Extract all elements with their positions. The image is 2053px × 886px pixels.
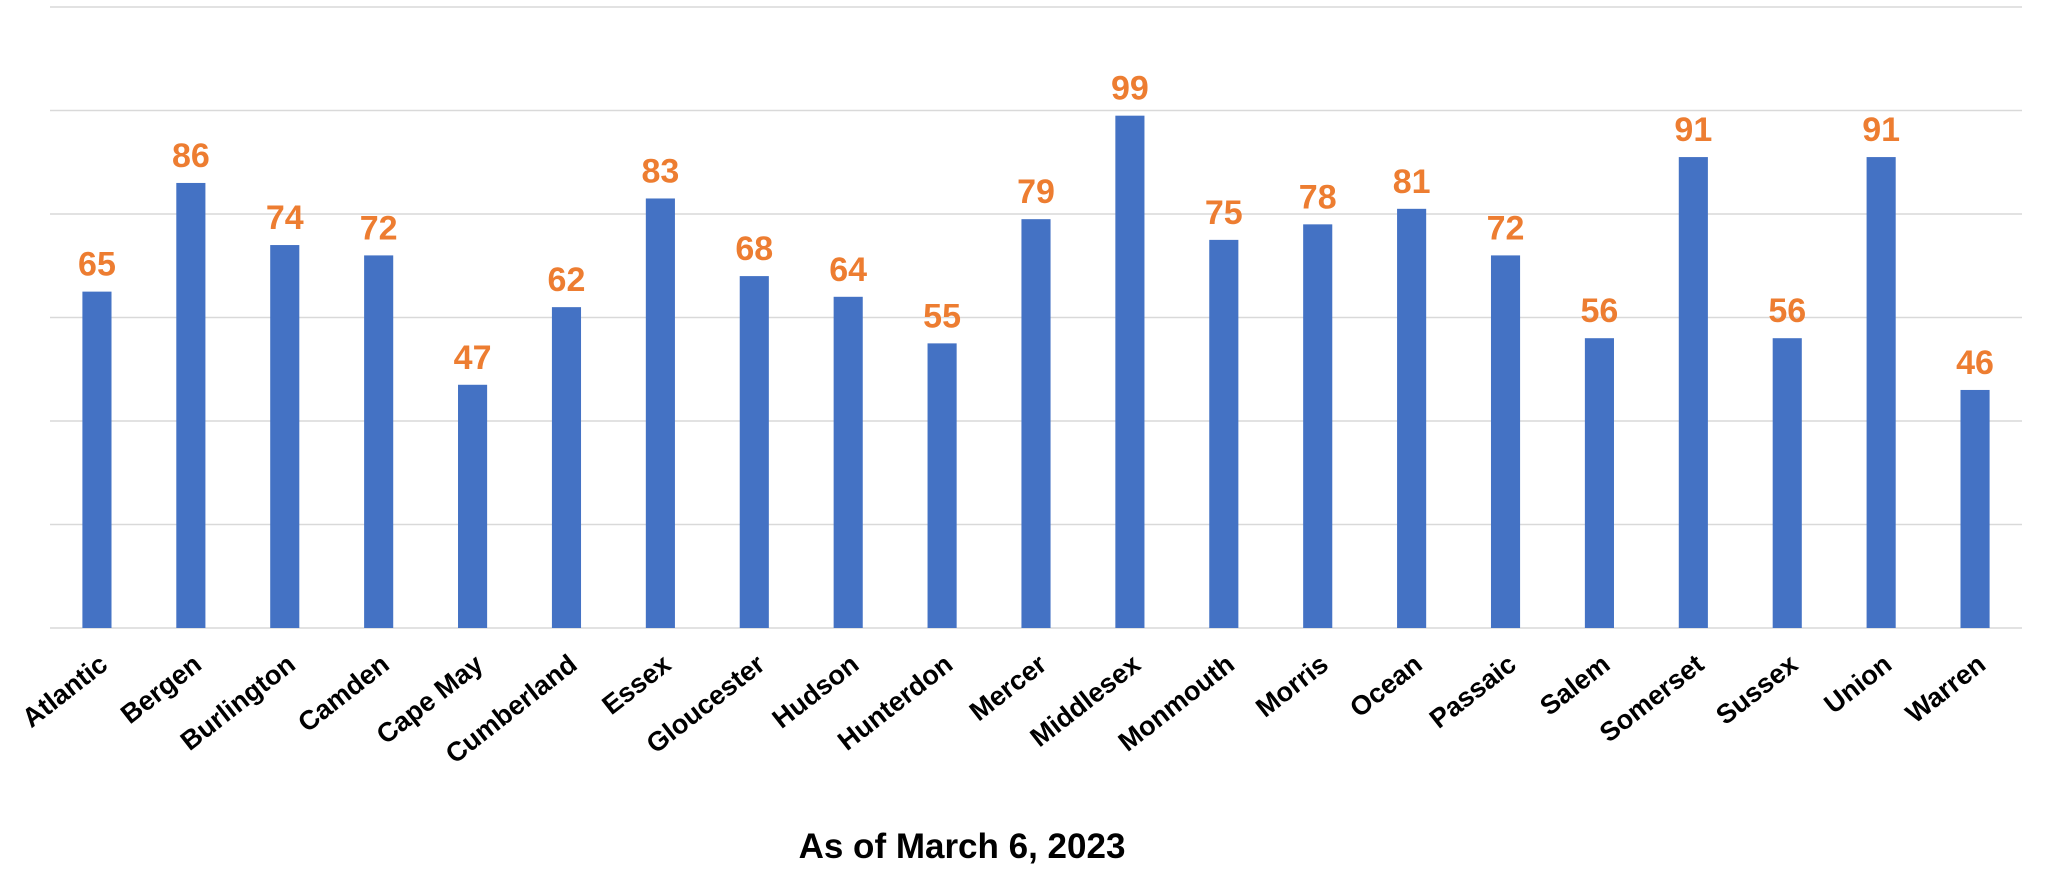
bar xyxy=(1866,157,1896,628)
x-tick-label: Mercer xyxy=(964,648,1053,726)
data-label: 72 xyxy=(360,209,398,247)
bar xyxy=(364,255,394,628)
bar xyxy=(1584,338,1614,628)
data-label: 78 xyxy=(1299,178,1337,216)
bar xyxy=(1960,389,1990,628)
bar xyxy=(739,276,769,628)
bar xyxy=(1209,239,1239,628)
data-label: 64 xyxy=(829,251,867,289)
x-tick-label: Somerset xyxy=(1594,649,1709,748)
bar xyxy=(1678,157,1708,628)
data-label: 72 xyxy=(1487,209,1525,247)
data-label: 75 xyxy=(1205,194,1243,232)
data-label: 99 xyxy=(1111,70,1149,108)
data-label: 47 xyxy=(454,339,492,377)
bar xyxy=(645,198,675,628)
x-tick-label: Morris xyxy=(1250,649,1334,723)
data-label: 56 xyxy=(1581,292,1619,330)
bar xyxy=(1021,219,1051,629)
data-label: 83 xyxy=(641,152,679,190)
bar xyxy=(270,245,300,629)
x-tick-label: Sussex xyxy=(1710,649,1803,731)
data-label: 91 xyxy=(1674,111,1712,149)
x-tick-label: Essex xyxy=(596,649,676,721)
x-tick-label: Ocean xyxy=(1344,649,1428,723)
x-tick-label: Union xyxy=(1818,649,1897,720)
bar xyxy=(1490,255,1521,628)
bar xyxy=(1772,338,1802,628)
data-label: 65 xyxy=(78,246,116,284)
data-label: 79 xyxy=(1017,173,1055,211)
x-tick-label: Passaic xyxy=(1424,649,1522,735)
data-label: 91 xyxy=(1862,111,1900,149)
bar xyxy=(82,291,112,628)
bar xyxy=(1115,115,1145,629)
x-tick-label: Salem xyxy=(1534,649,1615,722)
data-label: 56 xyxy=(1768,292,1806,330)
data-label: 74 xyxy=(266,199,304,237)
data-label: 68 xyxy=(735,230,773,268)
data-label: 46 xyxy=(1956,344,1994,382)
data-label: 55 xyxy=(923,297,961,335)
bar xyxy=(551,307,582,628)
bar xyxy=(927,343,957,628)
bar xyxy=(1397,208,1427,628)
bar xyxy=(833,296,863,628)
data-label: 81 xyxy=(1393,163,1431,201)
x-tick-label: Atlantic xyxy=(17,649,113,734)
x-tick-label: Warren xyxy=(1900,649,1991,729)
bar xyxy=(1303,224,1333,628)
data-label: 86 xyxy=(172,137,210,175)
bar xyxy=(458,384,488,628)
data-label: 62 xyxy=(548,261,586,299)
x-axis-label: As of March 6, 2023 xyxy=(799,827,1126,866)
bar xyxy=(176,182,206,628)
